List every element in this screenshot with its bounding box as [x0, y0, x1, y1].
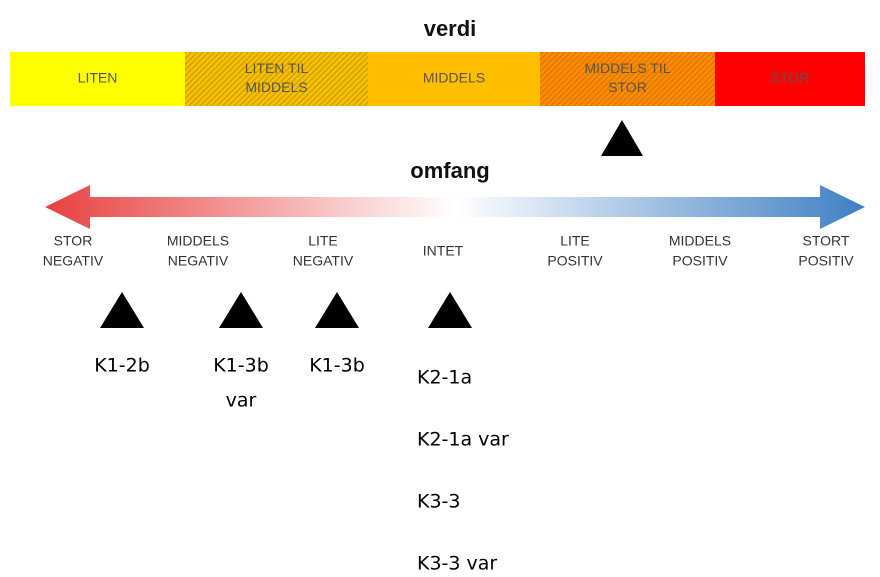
verdi-segment	[368, 52, 540, 106]
omfang-label: LITE	[560, 233, 590, 249]
marker	[315, 292, 359, 328]
marker-label: K1-2b	[94, 355, 150, 377]
omfang-label: NEGATIV	[168, 253, 229, 269]
omfang-label: POSITIV	[798, 253, 854, 269]
omfang-label: INTET	[423, 243, 464, 259]
verdi-title: verdi	[424, 16, 477, 41]
marker-label: var	[226, 390, 257, 412]
verdi-label: STOR	[771, 70, 810, 86]
marker-label: K3-3	[417, 491, 461, 513]
marker	[100, 292, 144, 328]
omfang-arrow	[45, 185, 865, 229]
omfang-label: STOR	[54, 233, 93, 249]
verdi-label: STOR	[608, 79, 647, 95]
verdi-label: LITEN TIL	[245, 60, 309, 76]
marker-label: K2-1a var	[417, 429, 509, 451]
omfang-label: POSITIV	[672, 253, 728, 269]
omfang-label: LITE	[308, 233, 338, 249]
hatch	[540, 52, 715, 106]
marker	[219, 292, 263, 328]
verdi-label: MIDDELS	[245, 79, 307, 95]
verdi-label: MIDDELS	[423, 70, 485, 86]
verdi-label: MIDDELS TIL	[584, 60, 670, 76]
verdi-segment	[715, 52, 865, 106]
omfang-label: POSITIV	[547, 253, 603, 269]
omfang-title: omfang	[410, 158, 489, 183]
omfang-label: STORT	[803, 233, 850, 249]
omfang-label: NEGATIV	[293, 253, 354, 269]
omfang-label: MIDDELS	[669, 233, 731, 249]
marker-label: K1-3b	[213, 355, 269, 377]
marker-label: K2-1a	[417, 367, 472, 389]
marker-label: K1-3b	[309, 355, 365, 377]
marker	[428, 292, 472, 328]
verdi-marker	[601, 120, 643, 156]
verdi-segment	[10, 52, 185, 106]
hatch	[185, 52, 368, 106]
marker-label: K3-3 var	[417, 553, 497, 573]
omfang-label: MIDDELS	[167, 233, 229, 249]
omfang-label: NEGATIV	[43, 253, 104, 269]
verdi-label: LITEN	[78, 70, 118, 86]
